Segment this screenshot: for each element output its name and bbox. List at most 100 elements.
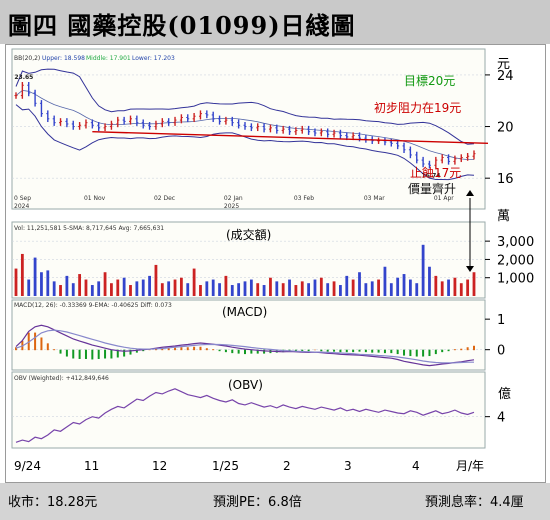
volume-bar xyxy=(230,285,234,296)
volume-bar xyxy=(389,283,393,296)
volume-bar xyxy=(294,285,298,296)
macd-histogram-bar xyxy=(104,349,107,359)
volume-bar xyxy=(408,279,412,296)
macd-histogram-bar xyxy=(135,349,138,353)
volume-bar xyxy=(472,272,476,296)
stock-footer: 收市：18.28元 預測PE：6.8倍 預測息率：4.4厘 xyxy=(0,483,550,520)
macd-histogram-bar xyxy=(453,349,456,351)
volume-bar xyxy=(14,268,18,296)
volume-bar xyxy=(84,279,88,296)
macd-histogram-bar xyxy=(434,349,437,355)
macd-histogram-bar xyxy=(460,348,463,351)
macd-histogram-bar xyxy=(193,346,196,351)
obv-unit: 億 xyxy=(498,386,511,402)
volume-bar xyxy=(224,275,228,296)
volume-bar xyxy=(307,283,311,296)
macd-histogram-bar xyxy=(428,349,431,357)
close-price: 收市：18.28元 xyxy=(8,495,98,510)
month-tick-label: 9/24 xyxy=(14,459,41,473)
macd-histogram-bar xyxy=(218,349,221,352)
macd-histogram-bar xyxy=(154,348,157,351)
bb-lower-label: Lower: 17.203 xyxy=(132,55,175,62)
volume-bar xyxy=(453,277,457,296)
arrow-head-up xyxy=(466,190,474,196)
volume-bar xyxy=(103,272,107,296)
macd-histogram-bar xyxy=(78,349,81,359)
volume-bar xyxy=(20,253,24,296)
macd-signal-line xyxy=(15,329,474,364)
macd-histogram-bar xyxy=(65,349,68,357)
volume-bar xyxy=(269,277,272,296)
volume-bar xyxy=(421,244,425,296)
price-panel: BB(20,2) Upper: 18.598 Middle: 17.901 Lo… xyxy=(11,48,514,210)
macd-tick-label: 0 xyxy=(497,344,505,359)
volume-bar xyxy=(218,283,221,296)
arrow-head-down xyxy=(466,266,474,272)
macd-histogram-bar xyxy=(34,332,37,351)
date-tick-label: 02 Dec xyxy=(154,195,175,202)
stop-loss-annotation: 止蝕17元 xyxy=(410,165,461,180)
volume-bar xyxy=(65,275,69,296)
volume-bar xyxy=(440,281,444,296)
volume-bar xyxy=(154,264,158,296)
macd-histogram-bar xyxy=(174,347,177,351)
macd-histogram-bar xyxy=(97,349,100,359)
volume-bar xyxy=(434,275,438,296)
bb-middle-label: Middle: 17.901 xyxy=(86,55,131,62)
forecast-yield: 預測息率：4.4厘 xyxy=(425,495,524,510)
month-tick-label: 4 xyxy=(412,459,420,473)
volume-bar xyxy=(173,279,177,296)
low-price-label: 16.74 xyxy=(421,172,440,179)
volume-bar xyxy=(262,285,266,296)
volume-bar xyxy=(116,279,120,296)
volume-bar xyxy=(237,283,241,296)
macd-panel-title: (MACD) xyxy=(222,305,267,319)
macd-histogram-bar xyxy=(46,343,49,351)
macd-histogram-bar xyxy=(263,349,266,354)
month-tick-label: 2 xyxy=(283,459,291,473)
macd-histogram-bar xyxy=(237,349,240,354)
macd-histogram-bar xyxy=(403,349,406,356)
macd-histogram-bar xyxy=(333,349,336,352)
chart-header: 圖四 國藥控股(01099)日綫圖 xyxy=(0,0,550,44)
volume-bar xyxy=(27,279,31,296)
macd-histogram-bar xyxy=(473,345,475,351)
macd-histogram-bar xyxy=(294,349,297,352)
obv-tick-label: 4 xyxy=(497,411,505,426)
volume-bar xyxy=(192,268,196,296)
volume-bar xyxy=(243,281,247,296)
macd-histogram-bar xyxy=(371,349,374,353)
volume-bar xyxy=(199,285,202,296)
bb-indicator-label: BB(20,2) xyxy=(14,55,40,62)
date-tick-label: 01 Apr xyxy=(434,195,454,202)
volume-bar xyxy=(466,279,470,296)
volume-bar xyxy=(179,277,183,296)
date-tick-label: 03 Feb xyxy=(294,195,314,202)
date-tick-label: 03 Mar xyxy=(364,195,385,202)
macd-histogram-bar xyxy=(352,349,355,353)
resistance-line xyxy=(92,131,489,145)
macd-histogram-bar xyxy=(84,349,87,359)
volume-tick-label: 1,000 xyxy=(497,272,534,287)
bb-upper-label: Upper: 18.598 xyxy=(42,55,85,62)
macd-histogram-bar xyxy=(244,349,246,355)
macd-histogram-bar xyxy=(409,349,412,357)
volume-bar xyxy=(377,279,380,296)
volume-indicator-label: Vol: 11,251,581 5-SMA: 8,717,645 Avg: 7,… xyxy=(14,225,164,232)
volume-bar xyxy=(364,283,368,296)
macd-histogram-bar xyxy=(199,346,202,351)
volume-bar xyxy=(186,283,190,296)
volume-bar xyxy=(351,279,355,296)
macd-histogram-bar xyxy=(116,349,119,358)
macd-histogram-bar xyxy=(224,349,227,353)
forecast-pe: 預測PE：6.8倍 xyxy=(213,495,302,510)
volume-bar xyxy=(141,279,145,296)
date-tick-label: 2025 xyxy=(224,203,239,210)
macd-line xyxy=(15,324,475,367)
macd-tick-label: 1 xyxy=(497,313,505,328)
volume-bar xyxy=(122,277,126,296)
volume-bar xyxy=(148,275,151,296)
volume-bar xyxy=(370,281,374,296)
macd-histogram-bar xyxy=(358,349,361,352)
macd-histogram-bar xyxy=(256,349,259,354)
